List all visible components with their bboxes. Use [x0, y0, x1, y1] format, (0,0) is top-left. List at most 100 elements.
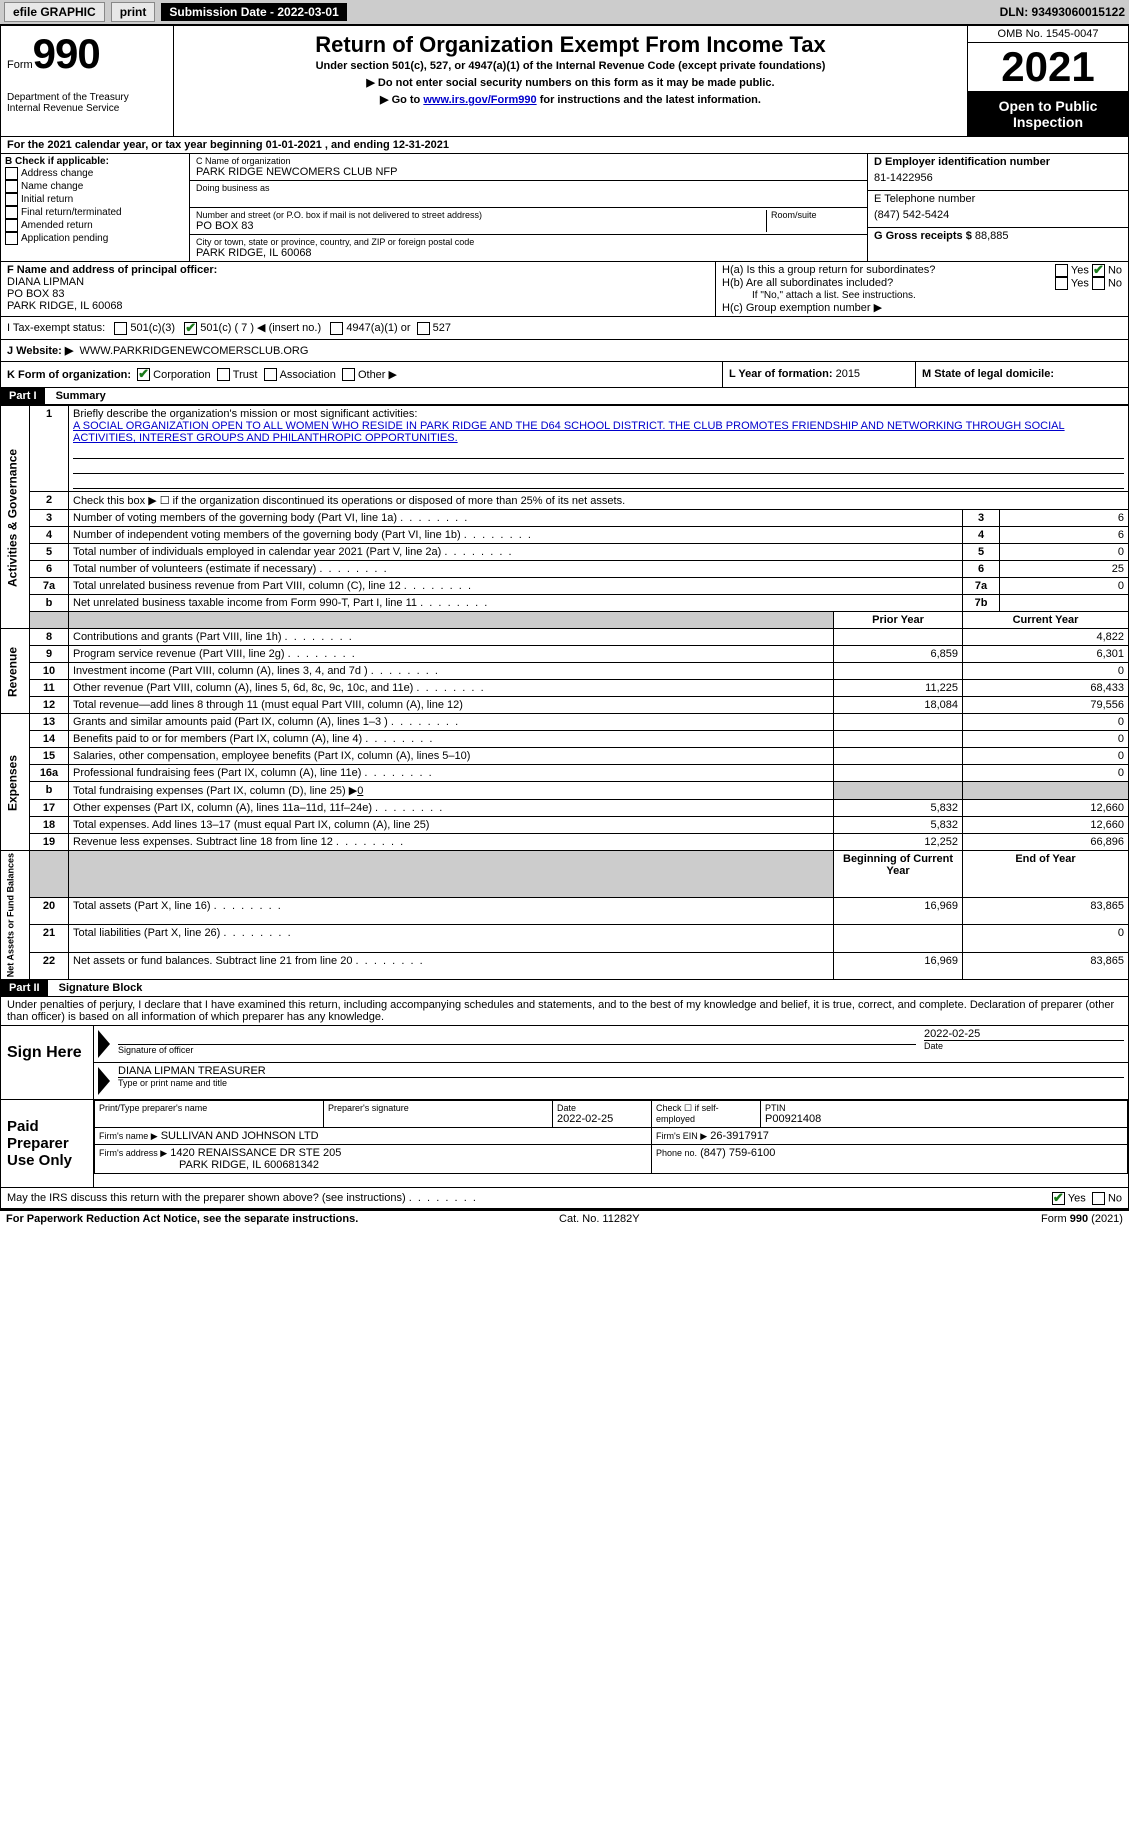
irs-link[interactable]: www.irs.gov/Form990: [423, 94, 536, 106]
room-label: Room/suite: [771, 210, 861, 220]
l2: Check this box ▶ ☐ if the organization d…: [69, 492, 1129, 510]
arrow-icon: [98, 1067, 110, 1095]
current-hdr: Current Year: [963, 612, 1129, 629]
firm-phone: (847) 759-6100: [700, 1147, 775, 1159]
instr-2: ▶ Go to www.irs.gov/Form990 for instruct…: [180, 93, 961, 106]
check-amended[interactable]: [5, 219, 18, 232]
officer-name-title: DIANA LIPMAN TREASURER: [118, 1065, 1124, 1077]
l22: Net assets or fund balances. Subtract li…: [69, 952, 834, 979]
check-assoc[interactable]: [264, 368, 277, 381]
part2-header: Part II Signature Block: [0, 980, 1129, 997]
street: PO BOX 83: [196, 220, 766, 232]
check-final-return[interactable]: [5, 206, 18, 219]
officer-name: DIANA LIPMAN: [7, 276, 709, 288]
prior-hdr: Prior Year: [834, 612, 963, 629]
firm-addr1: 1420 RENAISSANCE DR STE 205: [170, 1147, 341, 1159]
check-name-change[interactable]: [5, 180, 18, 193]
officer-city: PARK RIDGE, IL 60068: [7, 300, 709, 312]
l12: Total revenue—add lines 8 through 11 (mu…: [69, 697, 834, 714]
l10: Investment income (Part VIII, column (A)…: [69, 663, 834, 680]
check-address-change[interactable]: [5, 167, 18, 180]
check-application-pending[interactable]: [5, 232, 18, 245]
f-label: F Name and address of principal officer:: [7, 264, 709, 276]
l18: Total expenses. Add lines 13–17 (must eq…: [69, 817, 834, 834]
check-corp[interactable]: [137, 368, 150, 381]
l6: Total number of volunteers (estimate if …: [69, 561, 963, 578]
hb-no[interactable]: [1092, 277, 1105, 290]
officer-block: F Name and address of principal officer:…: [0, 262, 1129, 317]
mission-text[interactable]: A SOCIAL ORGANIZATION OPEN TO ALL WOMEN …: [73, 420, 1065, 444]
ptin: P00921408: [765, 1113, 1123, 1125]
g-label: G Gross receipts $: [874, 230, 972, 242]
sign-here-block: Sign Here Signature of officer 2022-02-2…: [0, 1026, 1129, 1100]
check-527[interactable]: [417, 322, 430, 335]
d-label: D Employer identification number: [874, 156, 1122, 168]
telephone: (847) 542-5424: [874, 205, 1122, 225]
hc-label: H(c) Group exemption number ▶: [722, 301, 1122, 314]
l1-label: Briefly describe the organization's miss…: [73, 408, 417, 420]
check-501c[interactable]: [184, 322, 197, 335]
dln: DLN: 93493060015122: [1000, 5, 1125, 19]
l20: Total assets (Part X, line 16): [69, 898, 834, 925]
city: PARK RIDGE, IL 60068: [196, 247, 861, 259]
gross-receipts: 88,885: [975, 230, 1009, 242]
street-label: Number and street (or P.O. box if mail i…: [196, 210, 766, 220]
l21: Total liabilities (Part X, line 26): [69, 925, 834, 952]
dba-label: Doing business as: [196, 183, 861, 193]
dept-treasury: Department of the Treasury: [7, 92, 167, 103]
l14: Benefits paid to or for members (Part IX…: [69, 731, 834, 748]
website: WWW.PARKRIDGENEWCOMERSCLUB.ORG: [79, 345, 308, 357]
sig-date: 2022-02-25: [924, 1028, 1124, 1040]
firm-addr2: PARK RIDGE, IL 600681342: [99, 1159, 319, 1171]
e-label: E Telephone number: [874, 193, 1122, 205]
v3: 6: [1000, 510, 1129, 527]
discuss-no[interactable]: [1092, 1192, 1105, 1205]
topbar: efile GRAPHIC print Submission Date - 20…: [0, 0, 1129, 25]
form-header: Form990 Department of the Treasury Inter…: [0, 25, 1129, 137]
cat-no: Cat. No. 11282Y: [559, 1213, 640, 1225]
v7a: 0: [1000, 578, 1129, 595]
discuss-yes[interactable]: [1052, 1192, 1065, 1205]
hb-yes[interactable]: [1055, 277, 1068, 290]
sign-here-label: Sign Here: [1, 1026, 94, 1099]
l16b: Total fundraising expenses (Part IX, col…: [69, 782, 834, 800]
l7a: Total unrelated business revenue from Pa…: [69, 578, 963, 595]
l19: Revenue less expenses. Subtract line 18 …: [69, 834, 834, 851]
v6: 25: [1000, 561, 1129, 578]
pra-notice: For Paperwork Reduction Act Notice, see …: [6, 1213, 358, 1225]
l15: Salaries, other compensation, employee b…: [69, 748, 834, 765]
city-label: City or town, state or province, country…: [196, 237, 861, 247]
form-number: 990: [33, 30, 100, 77]
paid-preparer-block: Paid Preparer Use Only Print/Type prepar…: [0, 1100, 1129, 1188]
side-activities: Activities & Governance: [1, 406, 30, 629]
l4: Number of independent voting members of …: [69, 527, 963, 544]
m-label: M State of legal domicile:: [922, 368, 1054, 380]
check-trust[interactable]: [217, 368, 230, 381]
side-netassets: Net Assets or Fund Balances: [1, 851, 30, 980]
ha-yes[interactable]: [1055, 264, 1068, 277]
type-name-label: Type or print name and title: [118, 1077, 1124, 1088]
check-4947[interactable]: [330, 322, 343, 335]
check-501c3[interactable]: [114, 322, 127, 335]
firm-name: SULLIVAN AND JOHNSON LTD: [161, 1130, 319, 1142]
arrow-icon: [98, 1030, 110, 1058]
form-subtitle: Under section 501(c), 527, or 4947(a)(1)…: [180, 60, 961, 72]
open-to-public: Open to Public Inspection: [968, 92, 1128, 136]
efile-button[interactable]: efile GRAPHIC: [4, 2, 105, 22]
l9: Program service revenue (Part VIII, line…: [69, 646, 834, 663]
check-other[interactable]: [342, 368, 355, 381]
l17: Other expenses (Part IX, column (A), lin…: [69, 800, 834, 817]
ha-no[interactable]: [1092, 264, 1105, 277]
irs-label: Internal Revenue Service: [7, 103, 167, 114]
c-name-label: C Name of organization: [196, 156, 861, 166]
part1-table: Activities & Governance 1 Briefly descri…: [0, 405, 1129, 980]
side-expenses: Expenses: [1, 714, 30, 851]
print-button[interactable]: print: [111, 2, 156, 22]
line-a: For the 2021 calendar year, or tax year …: [0, 137, 1129, 154]
check-initial-return[interactable]: [5, 193, 18, 206]
year-formation: 2015: [836, 368, 860, 380]
line-k: K Form of organization: Corporation Trus…: [0, 362, 1129, 389]
paid-preparer-label: Paid Preparer Use Only: [1, 1100, 94, 1187]
line-j: J Website: ▶ WWW.PARKRIDGENEWCOMERSCLUB.…: [0, 340, 1129, 362]
ein: 81-1422956: [874, 168, 1122, 188]
